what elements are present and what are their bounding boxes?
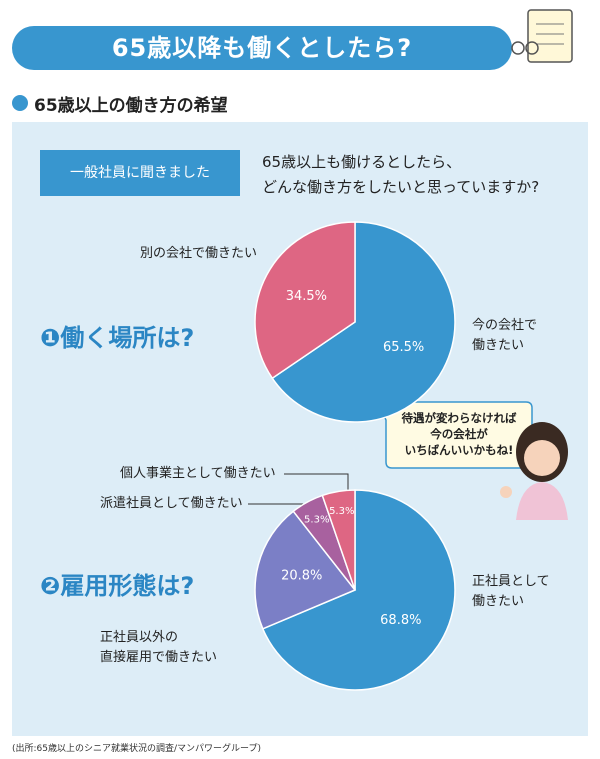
tag-box (40, 150, 240, 196)
speech-text: 待遇が変わらなければ 今の会社が いちばんいいかもね! (401, 411, 517, 457)
header-bar (12, 26, 512, 70)
category-label: 正社員以外の 直接雇用で働きたい (100, 630, 218, 665)
pie-slice (254, 510, 357, 630)
value-label: 68.8% (380, 613, 421, 628)
source: (出所:65歳以上のシニア就業状況の調査/マンパワーグループ) (12, 744, 262, 754)
category-label: 個人事業主として働きたい (120, 466, 276, 481)
bullet (12, 95, 28, 111)
value-label: 65.5% (383, 340, 424, 355)
pie-slice (271, 221, 456, 423)
value-label: 5.3% (304, 515, 329, 526)
question: 65歳以上も働けるとしたら、 どんな働き方をしたいと思っていますか? (262, 153, 540, 196)
chart-title: ❶働く場所は? (40, 324, 195, 352)
notepad-icon (511, 9, 573, 63)
pie-slice (261, 489, 456, 691)
value-label: 20.8% (281, 569, 322, 584)
survey-tag: 一般社員に聞きました (70, 165, 210, 181)
category-label: 今の会社で 働きたい (472, 318, 538, 353)
section-title: 65歳以上の働き方の希望 (34, 96, 228, 116)
pie-slice (254, 221, 356, 380)
pie-slice (321, 489, 356, 591)
value-label: 5.3% (329, 506, 354, 517)
value-label: 34.5% (286, 289, 327, 304)
chart-title: ❷雇用形態は? (40, 572, 195, 600)
category-label: 別の会社で働きたい (140, 246, 258, 261)
page-title: 65歳以降も働くとしたら? (111, 34, 413, 62)
category-label: 正社員として 働きたい (472, 574, 550, 609)
woman-illustration (500, 422, 568, 520)
category-label: 派遣社員として働きたい (100, 496, 243, 511)
